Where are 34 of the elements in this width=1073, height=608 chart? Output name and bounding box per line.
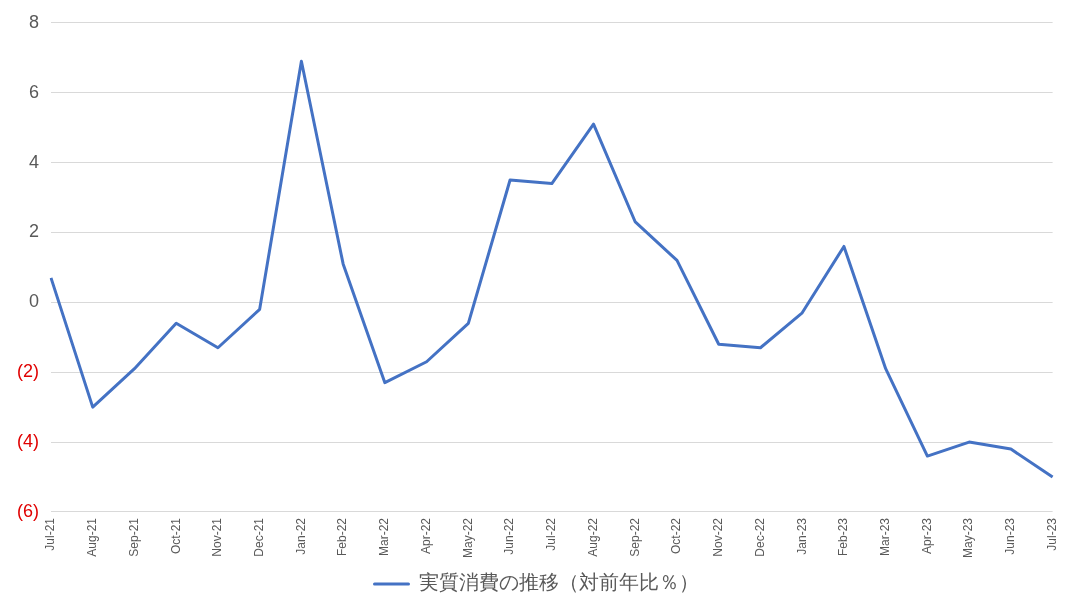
x-tick-label: Sep-21 [126, 517, 141, 557]
x-tick-label: May-23 [961, 517, 976, 558]
y-tick-label: (4) [17, 431, 39, 452]
x-tick-label: Oct-22 [669, 517, 684, 554]
x-tick-label: Jun-22 [502, 517, 517, 555]
x-tick-label: Apr-22 [418, 517, 433, 555]
x-tick-label: Nov-22 [711, 517, 726, 557]
x-tick-label: Mar-23 [877, 517, 892, 556]
x-tick-label: Jul-22 [544, 517, 559, 551]
y-tick-label: (6) [17, 500, 39, 521]
x-tick-label: Jan-23 [794, 517, 809, 555]
x-tick-label: Jan-22 [293, 517, 308, 555]
x-tick-label: Jul-21 [43, 517, 58, 551]
y-tick-label: 8 [28, 11, 39, 32]
x-tick-label: Aug-21 [85, 517, 100, 557]
y-tick-label: 0 [28, 291, 39, 312]
y-tick-label: (2) [17, 361, 39, 382]
x-tick-label: Jun-23 [1003, 517, 1018, 555]
x-tick-label: May-22 [460, 517, 475, 558]
x-tick-label: Dec-22 [752, 517, 767, 557]
x-tick-label: Sep-22 [627, 517, 642, 557]
y-tick-label: 2 [28, 221, 39, 242]
x-tick-label: Feb-22 [335, 517, 350, 557]
x-tick-label: Mar-22 [377, 517, 392, 556]
y-tick-label: 4 [28, 151, 39, 172]
x-tick-label: Feb-23 [836, 517, 851, 557]
legend-label: 実質消費の推移（対前年比％） [418, 570, 699, 595]
x-tick-label: Aug-22 [585, 517, 600, 557]
x-tick-label: Jul-23 [1044, 517, 1059, 551]
x-tick-label: Nov-21 [210, 517, 225, 557]
x-tick-label: Apr-23 [919, 517, 934, 555]
x-tick-label: Oct-21 [168, 517, 183, 554]
x-tick-label: Dec-21 [251, 517, 266, 557]
y-tick-label: 6 [28, 81, 39, 102]
